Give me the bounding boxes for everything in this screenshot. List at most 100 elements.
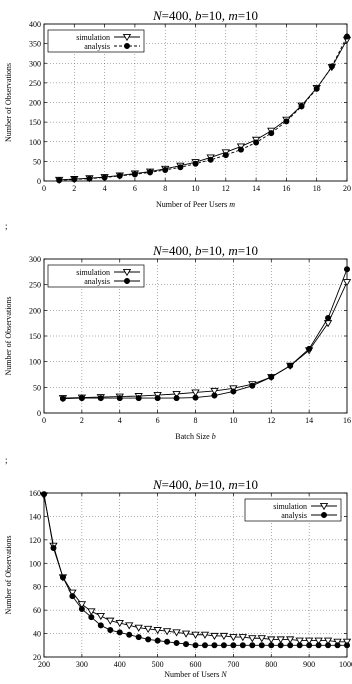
data-point-analysis (315, 642, 322, 649)
y-tick-label: 300 (29, 255, 41, 264)
legend-label-simulation: simulation (76, 33, 110, 42)
data-point-simulation (172, 391, 181, 399)
data-point-analysis (192, 394, 199, 401)
data-point-simulation (267, 636, 276, 644)
data-point-simulation (295, 637, 304, 645)
x-tick-label: 900 (303, 660, 315, 669)
data-point-analysis (107, 627, 114, 634)
data-point-analysis (88, 614, 95, 621)
data-point-analysis (116, 629, 123, 636)
series-line-simulation (62, 281, 348, 399)
x-tick-label: 14 (305, 416, 313, 425)
legend-box (47, 264, 145, 288)
x-tick-label: 12 (267, 416, 275, 425)
data-point-analysis (97, 622, 104, 629)
data-point-simulation (172, 629, 181, 637)
data-point-simulation (323, 637, 333, 645)
y-tick-label: 100 (29, 358, 41, 367)
data-point-analysis (86, 175, 93, 182)
x-tick-label: 8 (163, 184, 167, 193)
data-point-analysis (325, 315, 332, 322)
data-point-simulation (106, 617, 115, 625)
legend-marker-simulation (319, 503, 329, 511)
y-tick-label: 100 (29, 138, 41, 147)
data-point-simulation (153, 627, 162, 635)
data-point-analysis (277, 642, 284, 649)
data-point-analysis (268, 130, 275, 137)
x-tick-label: 12 (222, 184, 230, 193)
data-point-analysis (50, 545, 57, 552)
y-tick-label: 120 (29, 536, 41, 545)
data-point-analysis (116, 395, 123, 402)
x-tick-label: 2 (80, 416, 84, 425)
data-point-analysis (343, 33, 350, 40)
x-tick-label: 10 (229, 416, 237, 425)
data-point-simulation (304, 637, 314, 645)
data-point-simulation (77, 601, 87, 609)
data-point-simulation (210, 387, 219, 396)
data-point-simulation (162, 628, 172, 636)
data-point-simulation (134, 624, 143, 632)
data-point-analysis (69, 593, 76, 600)
data-point-analysis (40, 491, 47, 498)
chart-panel-1: 0 2 4 6 8 10 12 14 16 18 2005010015020025030035040… (4, 8, 352, 209)
data-point-analysis (249, 642, 256, 649)
legend-label-analysis: analysis (84, 42, 110, 51)
series-line-simulation (59, 39, 348, 181)
x-tick-label: 700 (227, 660, 239, 669)
data-point-analysis (173, 639, 180, 646)
x-axis-label: Batch Size b (175, 432, 215, 441)
data-point-analysis (343, 266, 350, 273)
chart-title: N=400, b=10, m=10 (152, 8, 258, 23)
data-point-analysis (253, 139, 260, 146)
data-point-analysis (71, 176, 78, 183)
x-tick-label: 6 (156, 416, 160, 425)
x-tick-label: 400 (114, 660, 126, 669)
data-point-simulation (229, 634, 238, 642)
data-point-analysis (131, 171, 138, 178)
x-axis-label: Number of Users N (164, 670, 227, 679)
data-point-simulation (143, 625, 153, 634)
data-point-analysis (135, 395, 142, 402)
x-tick-label: 0 (42, 416, 46, 425)
y-tick-label: 140 (29, 512, 41, 521)
data-point-simulation (276, 636, 285, 644)
data-point-simulation (191, 631, 200, 639)
data-point-simulation (286, 636, 295, 644)
x-tick-label: 500 (152, 660, 164, 669)
chart-panel-3: 200 300 400 500 600 700 800 900 1000 20 40 60 80 100 1… (4, 477, 352, 679)
chart-panel-2: 0 2 4 6 8 10 12 14 16 0 50 100 150 200 250 300 N=400, b=… (4, 243, 352, 441)
series-line-analysis (62, 269, 348, 400)
data-point-simulation (238, 634, 248, 642)
data-point-analysis (230, 642, 237, 649)
data-point-analysis (334, 642, 341, 649)
data-point-simulation (181, 630, 191, 638)
legend-marker-simulation (122, 34, 132, 42)
legend-label-simulation: simulation (273, 502, 307, 511)
data-point-analysis (101, 174, 108, 181)
data-point-analysis (154, 637, 161, 644)
data-point-simulation (257, 635, 266, 643)
data-point-analysis (154, 395, 161, 402)
y-tick-label: 0 (37, 177, 41, 186)
y-tick-label: 250 (29, 79, 41, 88)
x-tick-label: 16 (343, 416, 351, 425)
data-point-simulation (333, 638, 342, 646)
x-tick-label: 0 (42, 184, 46, 193)
x-tick-label: 800 (265, 660, 277, 669)
data-point-analysis (298, 103, 305, 110)
data-point-analysis (287, 362, 294, 369)
data-point-analysis (147, 169, 154, 176)
x-tick-label: 2 (72, 184, 76, 193)
data-point-analysis (78, 395, 85, 402)
y-tick-label: 150 (29, 118, 41, 127)
x-tick-label: 600 (190, 660, 202, 669)
data-point-analysis (207, 156, 214, 163)
data-point-analysis (306, 345, 313, 352)
y-tick-label: 100 (29, 559, 41, 568)
data-point-simulation (200, 631, 210, 639)
data-point-analysis (126, 631, 133, 638)
data-point-simulation (115, 620, 124, 628)
